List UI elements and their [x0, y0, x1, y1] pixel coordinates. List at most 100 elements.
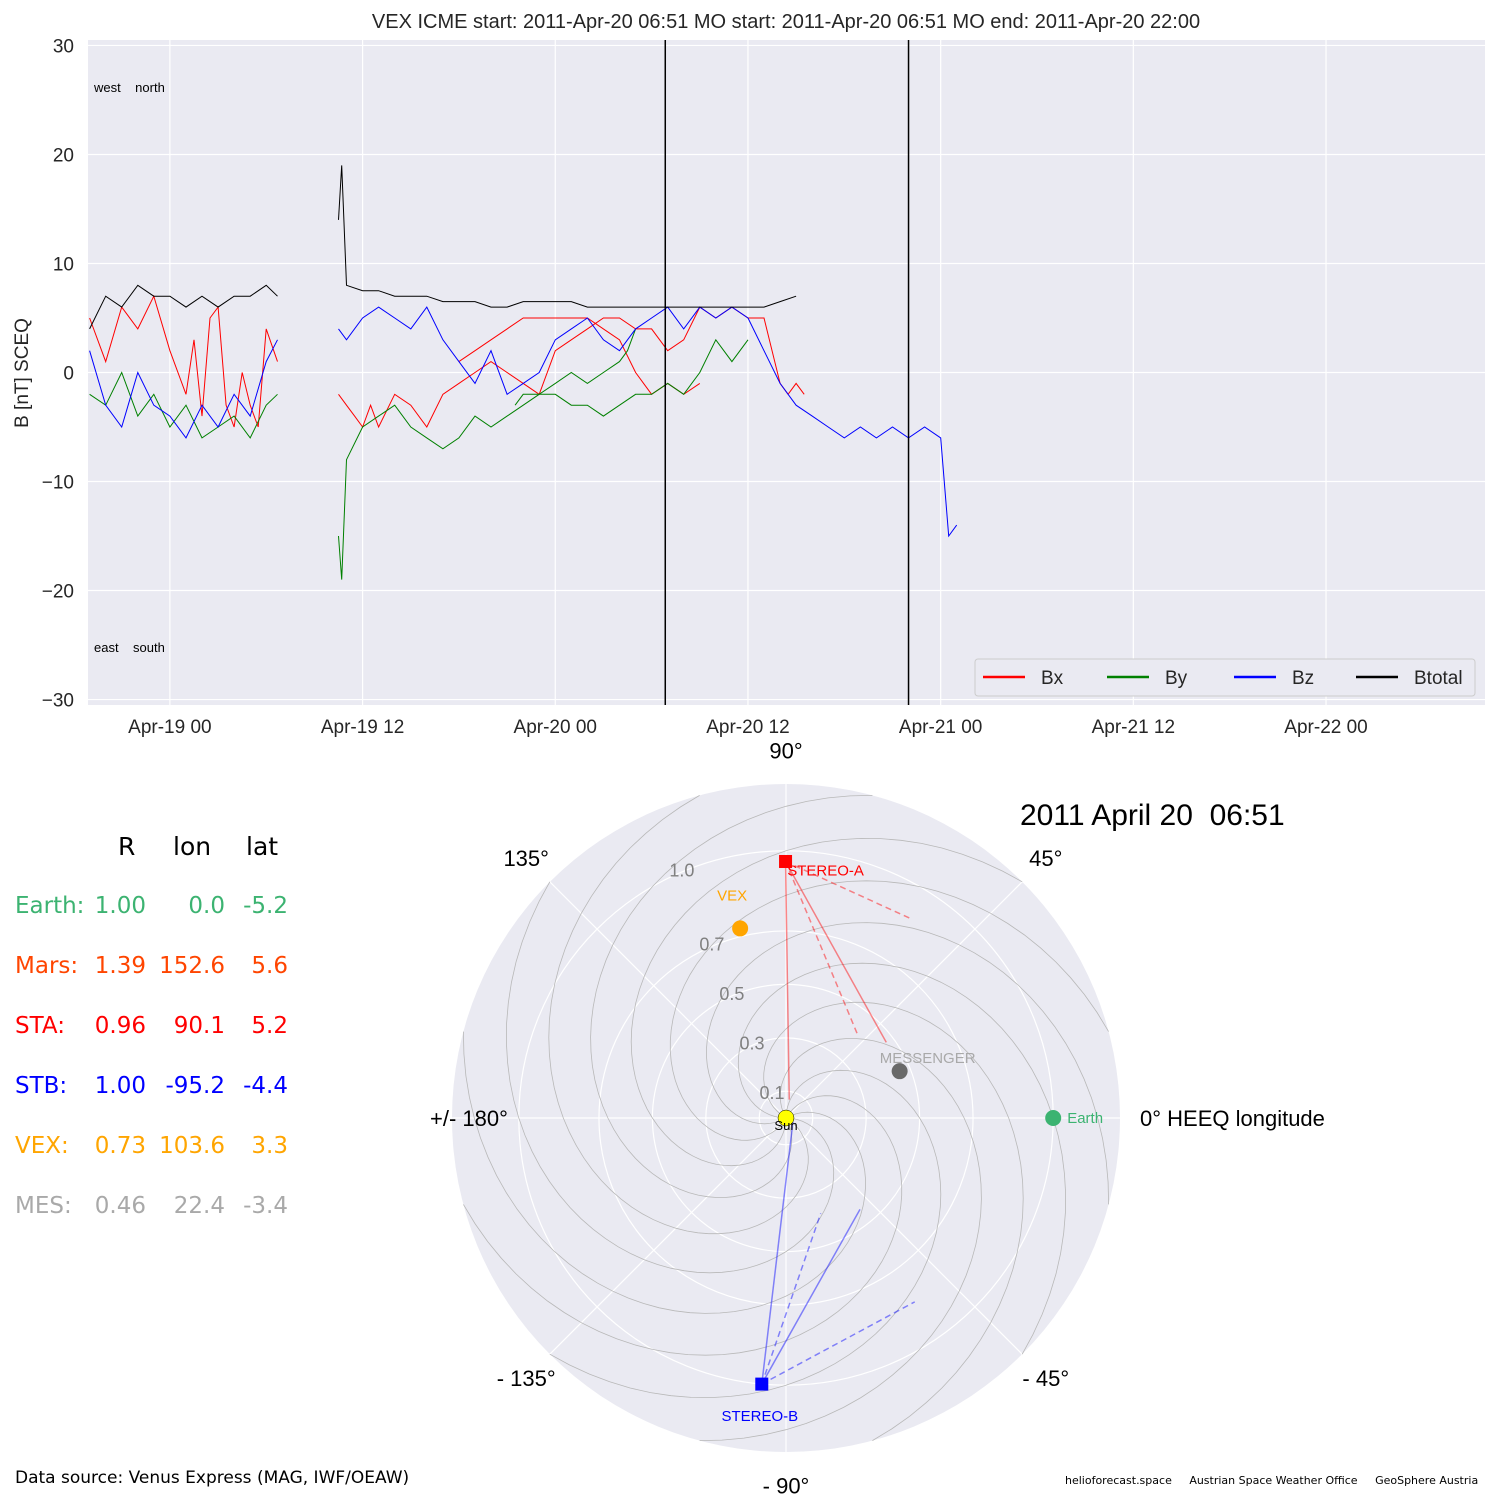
parker-spiral-line: [763, 1001, 1024, 1441]
table-cell-lat: 5.2: [251, 1013, 288, 1039]
radial-tick-label: 1.0: [669, 860, 694, 880]
body-label-stereo-a: STEREO-A: [787, 862, 864, 879]
polar-bodies: Sun Earth VEX MESSENGER STEREO-A STEREO-B: [717, 854, 1103, 1425]
x-tick-label: Apr-19 00: [128, 717, 211, 738]
table-cell-lat: -3.4: [243, 1193, 288, 1219]
x-tick-label: Apr-21 00: [899, 717, 982, 738]
timeseries-grid: [88, 40, 1485, 705]
series-line-btotal: [338, 165, 797, 308]
table-cell-lon: 0.0: [188, 893, 225, 919]
x-tick-label: Apr-19 12: [321, 717, 404, 738]
fov-line-stereo-b: [761, 1301, 916, 1385]
body-marker-vex: [732, 920, 749, 937]
y-tick-label: −20: [42, 582, 74, 603]
credits-note: helioforecast.space Austrian Space Weath…: [1065, 1474, 1479, 1487]
polar-title: 2011 April 20 06:51: [1020, 799, 1285, 832]
legend-label-bz: Bz: [1292, 668, 1314, 689]
parker-spiral-line: [463, 1031, 866, 1314]
parker-spiral-line: [505, 881, 835, 1274]
fov-line-stereo-a: [784, 861, 887, 1043]
polar-angle-label: +/- 180°: [430, 1106, 508, 1131]
body-marker-sun: [777, 1109, 795, 1127]
body-label-vex: VEX: [717, 887, 747, 904]
y-tick-label: −30: [42, 691, 74, 712]
parker-spiral-line: [737, 962, 1067, 1355]
polar-angle-label: - 90°: [763, 1473, 810, 1498]
fov-line-stereo-a: [784, 861, 859, 1036]
legend-label-bx: Bx: [1041, 668, 1064, 689]
table-header-lon: lon: [173, 832, 212, 861]
fov-line-stereo-b: [761, 1209, 861, 1385]
parker-spiral-line: [548, 795, 809, 1235]
angular-gridline: [785, 881, 1023, 1119]
parker-spiral-line: [669, 880, 1109, 1141]
parker-spirals: [463, 795, 1109, 1441]
parker-spiral-line: [463, 1095, 903, 1356]
body-label-stereo-b: STEREO-B: [721, 1408, 798, 1425]
table-cell-lat: 5.6: [251, 953, 288, 979]
body-label-messenger: MESSENGER: [880, 1050, 976, 1067]
series-line-by: [338, 338, 749, 580]
x-tick-label: Apr-21 12: [1092, 717, 1175, 738]
series-line-bz: [89, 339, 278, 439]
parker-spiral-line: [630, 837, 1023, 1167]
polar-angle-label: 45°: [1029, 846, 1062, 871]
data-source-note: Data source: Venus Express (MAG, IWF/OEA…: [15, 1468, 410, 1488]
y-tick-label: 10: [53, 254, 74, 275]
body-marker-stereo-b: [755, 1377, 769, 1391]
angular-gridline: [549, 1117, 787, 1355]
table-cell-r: 1.39: [94, 953, 146, 979]
table-cell-lon: 103.6: [159, 1133, 225, 1159]
y-tick-label: −10: [42, 473, 74, 494]
timeseries-y-axis-label: B [nT] SCEQ: [12, 318, 33, 428]
timeseries-title: VEX ICME start: 2011-Apr-20 06:51 MO sta…: [372, 11, 1200, 33]
planet-position-plot: 0.1 0.3 0.5 0.7 1.0 90° 45° 0° HEEQ longitude -…: [430, 739, 1325, 1499]
series-line-by: [514, 328, 637, 406]
y-tick-label: 20: [53, 145, 74, 166]
table-cell-label: VEX:: [15, 1133, 69, 1159]
body-label-earth: Earth: [1067, 1110, 1103, 1127]
table-cell-label: Earth:: [15, 893, 85, 919]
timeseries-lines: [89, 165, 958, 580]
table-cell-r: 0.73: [94, 1133, 146, 1159]
x-tick-label: Apr-22 00: [1284, 717, 1367, 738]
magnetic-field-timeseries: VEX ICME start: 2011-Apr-20 06:51 MO sta…: [12, 11, 1485, 738]
table-cell-lon: 152.6: [159, 953, 225, 979]
table-cell-label: STA:: [15, 1013, 65, 1039]
stereo-fields-of-view: [761, 860, 916, 1385]
table-cell-label: MES:: [15, 1193, 72, 1219]
radial-tick-label: 0.3: [739, 1034, 764, 1054]
series-line-btotal: [89, 284, 278, 330]
table-cell-r: 0.96: [94, 1013, 146, 1039]
polar-angle-labels: 90° 45° 0° HEEQ longitude - 45° - 90° - 135° +…: [430, 739, 1325, 1499]
table-cell-lat: -4.4: [243, 1073, 288, 1099]
table-header-r: R: [118, 832, 136, 861]
table-cell-r: 1.00: [94, 893, 146, 919]
fov-line-stereo-b: [761, 1121, 794, 1385]
position-table: R lon lat Earth: 1.00 0.0 -5.2 Mars: 1.39 152.…: [0, 0, 400, 1300]
polar-angle-label: - 45°: [1022, 1366, 1069, 1391]
polar-angle-label: 90°: [769, 739, 802, 764]
corner-label-bottom: east south: [94, 640, 165, 655]
y-tick-label: 30: [53, 36, 74, 57]
parker-spiral-line: [706, 922, 1109, 1205]
table-cell-label: Mars:: [15, 953, 79, 979]
x-tick-label: Apr-20 12: [706, 717, 789, 738]
legend-label-by: By: [1165, 668, 1188, 689]
table-cell-r: 1.00: [94, 1073, 146, 1099]
body-label-sun: Sun: [774, 1118, 797, 1133]
table-cell-lat: -5.2: [243, 893, 288, 919]
polar-angle-label: - 135°: [497, 1366, 556, 1391]
polar-angle-label: 135°: [503, 846, 549, 871]
body-marker-messenger: [891, 1063, 908, 1080]
radial-tick-label: 0.5: [719, 984, 744, 1004]
series-line-by: [89, 371, 278, 439]
table-cell-lat: 3.3: [251, 1133, 288, 1159]
corner-label-top: west north: [93, 80, 165, 95]
icme-boundary-lines: [664, 40, 910, 705]
angular-gridline: [549, 881, 787, 1119]
body-marker-stereo-a: [779, 854, 793, 868]
series-line-bz: [338, 306, 958, 538]
series-line-bx: [89, 294, 278, 428]
